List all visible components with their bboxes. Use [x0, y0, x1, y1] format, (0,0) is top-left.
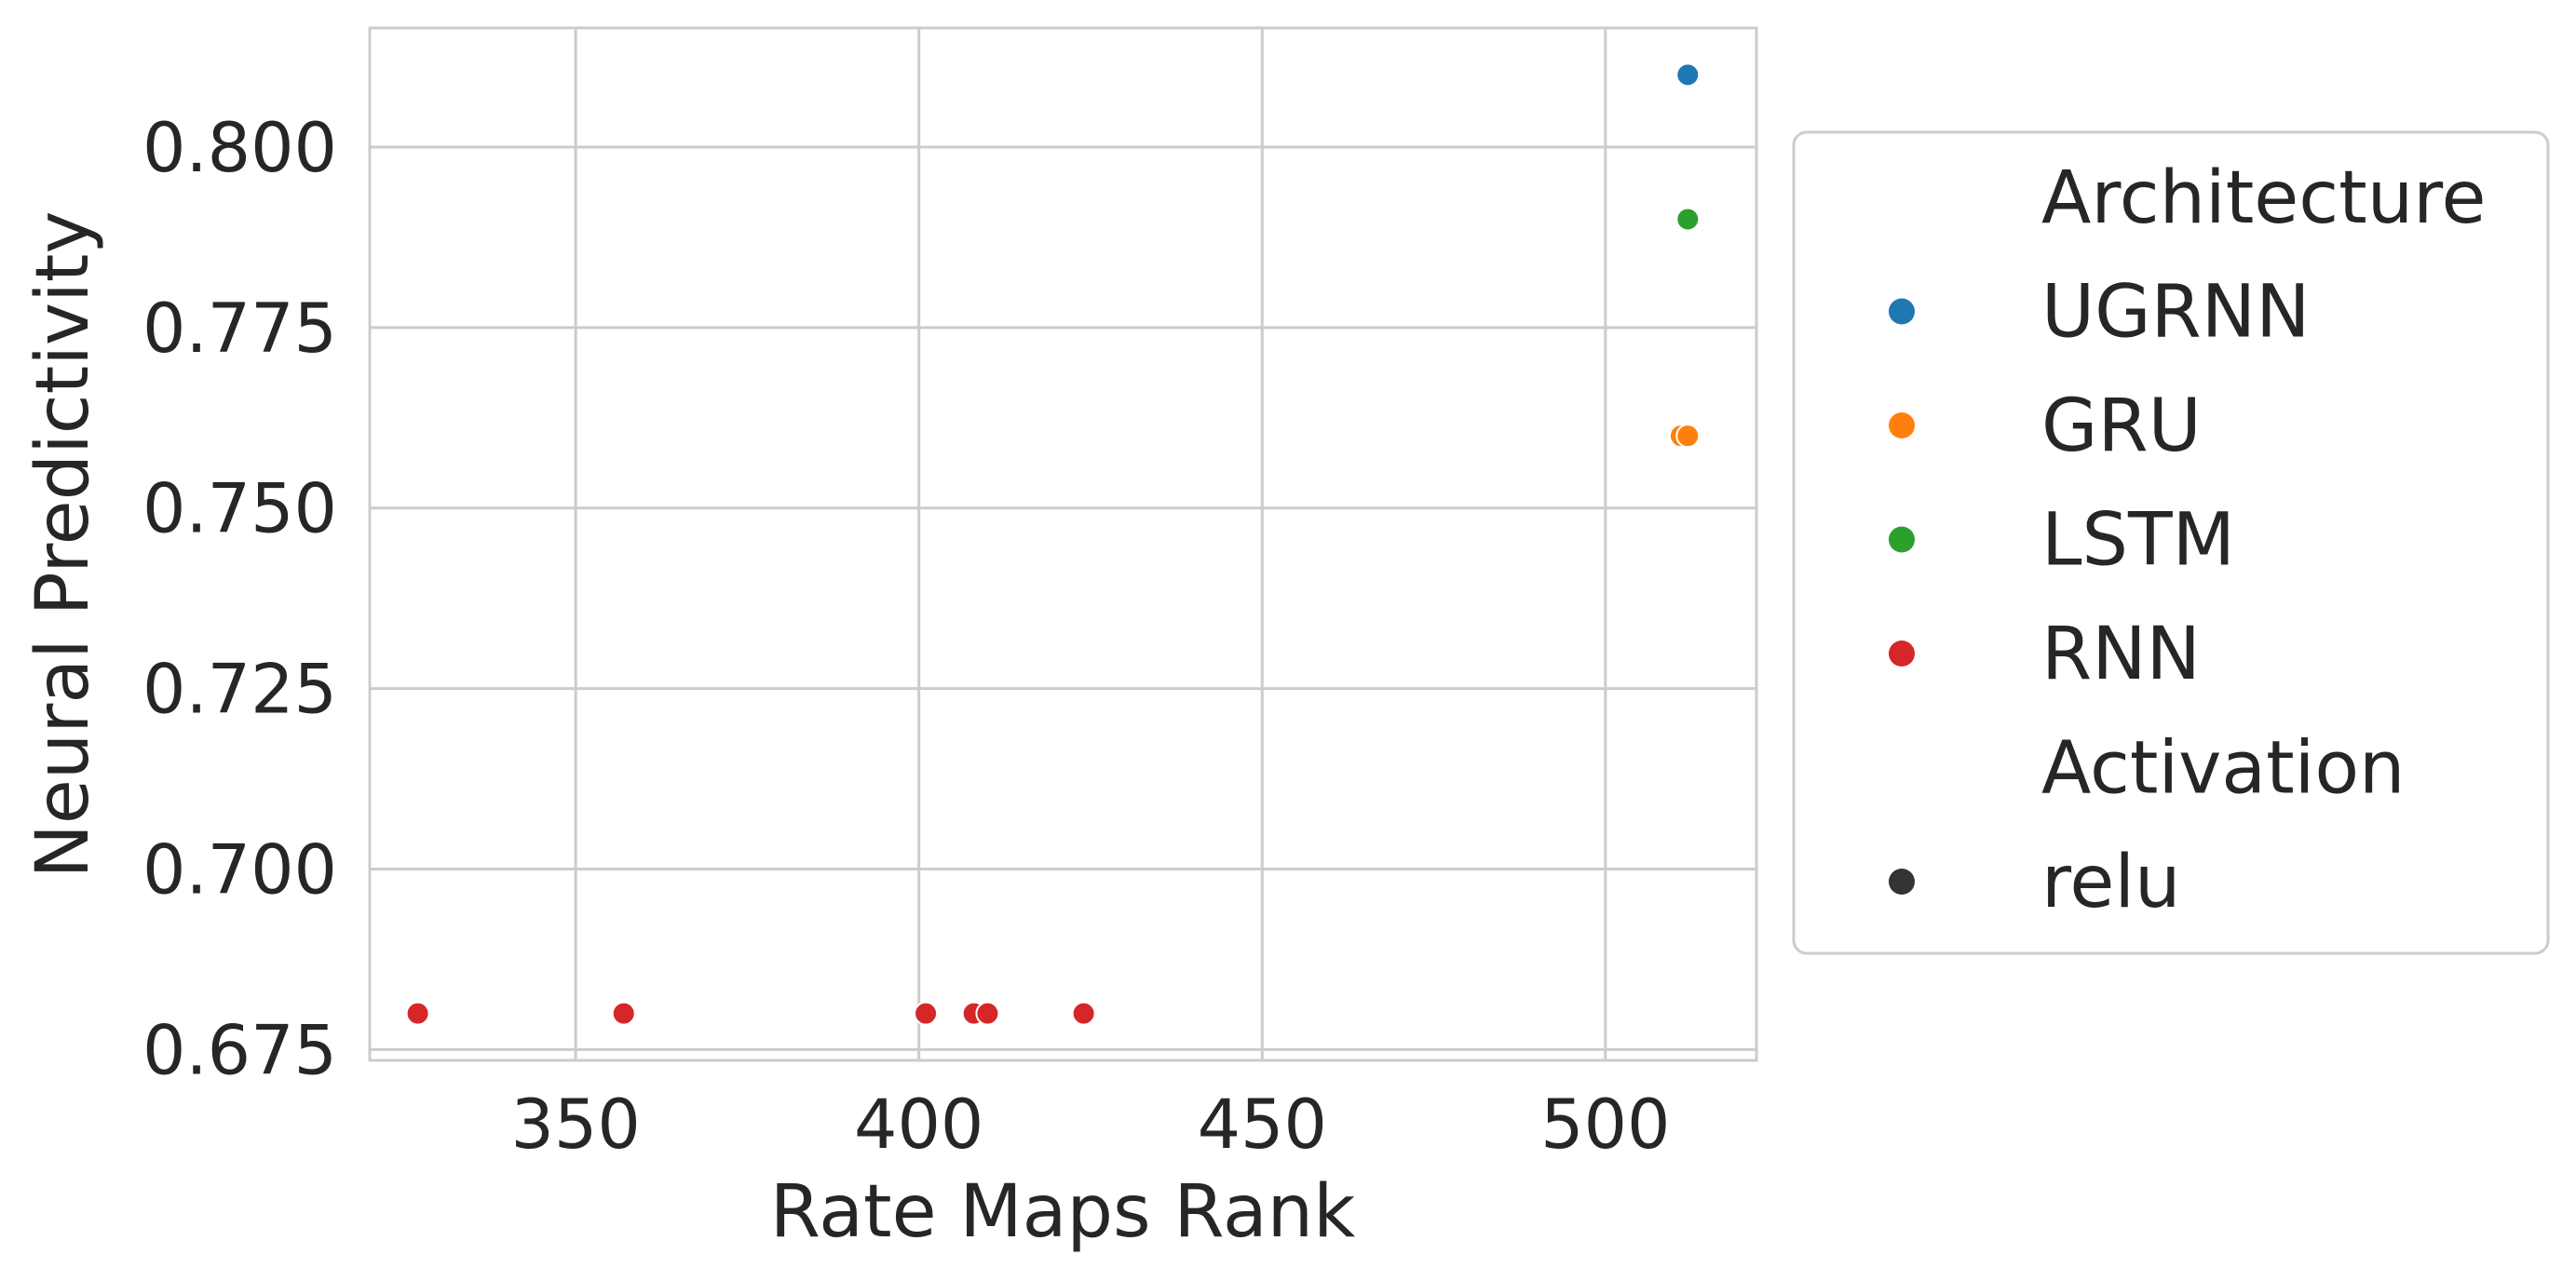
legend-label-lstm: LSTM [2041, 499, 2235, 583]
legend-label-ugrnn: UGRNN [2041, 271, 2310, 355]
legend-box [1792, 130, 2550, 955]
y-tick-label: 0.675 [142, 1011, 337, 1090]
data-point-rnn [914, 1001, 939, 1026]
x-axis-label: Rate Maps Rank [770, 1170, 1356, 1254]
data-point-rnn [975, 1001, 1000, 1026]
data-points [405, 62, 1701, 1026]
y-axis-label: Neural Predictivity [21, 210, 105, 878]
data-point-lstm [1675, 207, 1701, 232]
data-point-rnn [1071, 1001, 1096, 1026]
legend-title: Architecture [2041, 156, 2487, 240]
legend-title: Activation [2041, 727, 2406, 811]
y-tick-label: 0.750 [142, 470, 337, 549]
plot-frame [368, 26, 1758, 1062]
legend-entries: Architecture UGRNN GRU LSTM RNN Activation rel… [1889, 156, 2487, 924]
x-tick-label: 450 [1198, 1085, 1327, 1165]
x-tick-label: 350 [510, 1085, 640, 1165]
legend-marker-rnn [1889, 640, 1915, 667]
legend-marker-lstm [1889, 526, 1915, 553]
legend-marker-relu [1889, 869, 1915, 895]
data-point-rnn [611, 1001, 636, 1026]
y-tick-label: 0.725 [142, 651, 337, 730]
grid-lines [370, 28, 1756, 1060]
y-axis-ticks: 0.675 0.700 0.725 0.750 0.775 0.800 [142, 109, 337, 1090]
legend-marker-ugrnn [1889, 298, 1915, 325]
legend: Architecture UGRNN GRU LSTM RNN Activation rel… [1792, 130, 2550, 955]
plot-area [368, 26, 1758, 1062]
legend-label-rnn: RNN [2041, 613, 2201, 696]
data-point-gru [1675, 424, 1701, 449]
legend-label-relu: relu [2041, 841, 2180, 924]
legend-marker-gru [1889, 412, 1915, 438]
x-tick-label: 500 [1540, 1085, 1670, 1165]
y-tick-label: 0.700 [142, 830, 337, 910]
y-tick-label: 0.775 [142, 290, 337, 369]
data-point-ugrnn [1675, 62, 1701, 88]
x-tick-label: 400 [854, 1085, 983, 1165]
data-point-rnn [405, 1001, 430, 1026]
y-tick-label: 0.800 [142, 109, 337, 188]
legend-label-gru: GRU [2041, 384, 2202, 468]
x-axis-ticks: 350 400 450 500 [510, 1085, 1670, 1165]
